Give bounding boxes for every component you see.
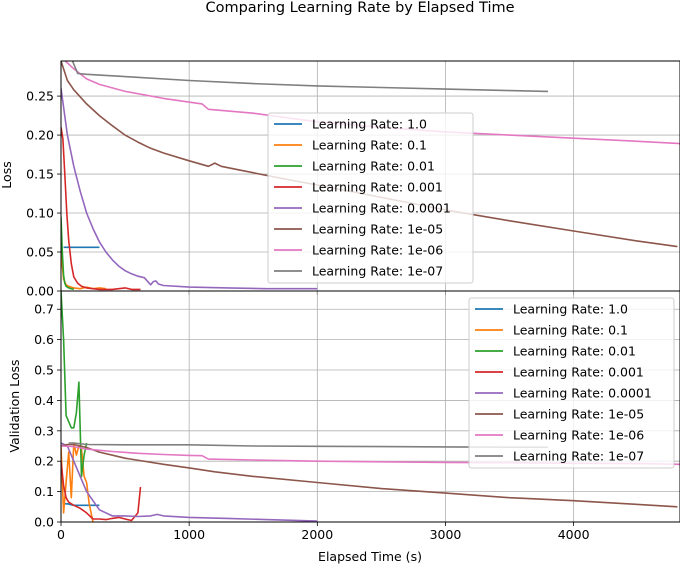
series-line [61,251,106,290]
legend-label: Learning Rate: 0.1 [513,323,628,338]
legend-box [267,112,474,284]
legend-label: Learning Rate: 1e-05 [312,222,443,237]
series-line [61,461,142,522]
series-line [61,291,88,478]
y-tick-label: 0.7 [34,302,54,317]
legend-label: Learning Rate: 1e-06 [513,428,644,443]
y-axis-label-loss: Loss [0,161,14,188]
legend-label: Learning Rate: 1.0 [513,302,628,317]
series-line [61,216,75,291]
y-tick-label: 0.0 [34,515,54,530]
y-tick-label: 0.05 [26,245,54,260]
y-tick-label: 0.20 [26,128,54,143]
series-line [61,442,94,522]
x-tick-label: 2000 [301,527,333,542]
x-tick-label: 4000 [558,527,590,542]
legend-label: Learning Rate: 0.1 [312,138,427,153]
x-tick-label: 0 [57,527,65,542]
legend-label: Learning Rate: 0.001 [312,180,443,195]
chart-title: Comparing Learning Rate by Elapsed Time [205,0,514,16]
y-tick-label: 0.5 [34,363,54,378]
series-line [64,61,680,145]
legend-label: Learning Rate: 0.0001 [312,201,451,216]
legend-label: Learning Rate: 0.01 [513,344,636,359]
series-line [61,443,678,508]
legend-label: Learning Rate: 0.01 [312,159,435,174]
legend-label: Learning Rate: 1e-05 [513,407,644,422]
x-tick-label: 1000 [173,527,205,542]
y-tick-label: 0.3 [34,423,54,438]
y-tick-label: 0.2 [34,454,54,469]
legend: Learning Rate: 1.0 Learning Rate: 0.1 Lear… [267,112,474,284]
series-line [61,127,141,291]
series-line [61,88,318,290]
y-tick-label: 0.6 [34,332,54,347]
legend-label: Learning Rate: 1e-07 [312,264,443,279]
y-tick-label: 0.25 [26,89,54,104]
y-tick-label: 0.15 [26,167,54,182]
legend-label: Learning Rate: 1.0 [312,117,427,132]
axes-frame [60,290,680,523]
validation-loss-panel: 0.0 0.1 0.2 0.3 0.4 0.5 0.6 0.7 0 1000 2000 3000 400… [34,290,680,542]
y-tick-label: 0.00 [26,284,54,299]
series-line [63,502,100,507]
y-tick-label: 0.10 [26,206,54,221]
loss-panel: 0.00 0.05 0.10 0.15 0.20 0.25 Learning Rate: 1… [26,60,680,299]
series-line [68,442,548,449]
legend-label: Learning Rate: 1e-06 [312,243,443,258]
x-axis-label: Elapsed Time (s) [318,549,422,564]
legend-box [468,297,675,469]
y-axis-label-validation-loss: Validation Loss [7,359,22,452]
series-line [71,61,549,93]
legend-label: Learning Rate: 1e-07 [513,449,644,464]
legend-label: Learning Rate: 0.001 [513,365,644,380]
x-tick-label: 3000 [430,527,462,542]
legend-label: Learning Rate: 0.0001 [513,386,652,401]
y-tick-label: 0.4 [34,393,54,408]
y-tick-label: 0.1 [34,484,54,499]
legend: Learning Rate: 1.0 Learning Rate: 0.1 Lear… [468,297,675,469]
series-line [61,442,318,522]
